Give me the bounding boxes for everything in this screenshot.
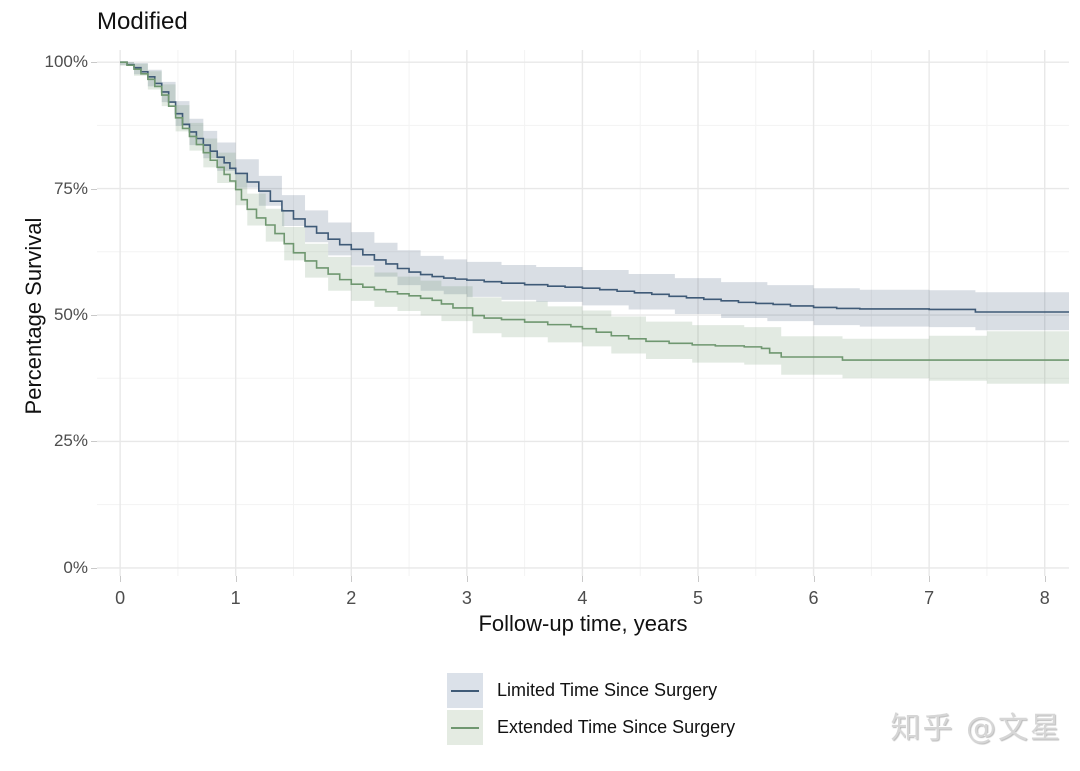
x-tick-mark xyxy=(813,576,815,582)
legend-swatch-limited xyxy=(447,673,483,708)
legend-item-extended: Extended Time Since Surgery xyxy=(447,710,735,745)
x-tick-label: 4 xyxy=(577,588,588,608)
x-tick-mark xyxy=(235,576,237,582)
x-tick-mark xyxy=(582,576,584,582)
legend-label-limited: Limited Time Since Surgery xyxy=(497,680,718,700)
x-tick-mark xyxy=(1044,576,1046,582)
y-tick-label: 100% xyxy=(44,52,88,72)
x-tick-label: 3 xyxy=(461,588,472,608)
x-tick-mark xyxy=(120,576,122,582)
y-tick-mark xyxy=(91,567,97,569)
x-tick-label: 1 xyxy=(230,588,241,608)
plot-title: Modified xyxy=(97,8,188,35)
x-axis-title: Follow-up time, years xyxy=(478,611,688,636)
x-tick-mark xyxy=(929,576,931,582)
y-tick-label: 75% xyxy=(53,178,88,198)
y-tick-label: 0% xyxy=(63,557,88,577)
legend-keyline-extended-icon xyxy=(451,726,479,729)
y-tick-mark xyxy=(91,441,97,443)
km-curves-chart xyxy=(97,50,1069,576)
x-tick-mark xyxy=(466,576,468,582)
x-tick-mark xyxy=(351,576,353,582)
y-tick-mark xyxy=(91,62,97,64)
x-tick-label: 8 xyxy=(1039,588,1050,608)
legend: Limited Time Since Surgery Extended Time… xyxy=(447,673,735,745)
y-tick-mark xyxy=(91,188,97,190)
x-tick-label: 2 xyxy=(346,588,357,608)
x-tick-label: 0 xyxy=(115,588,126,608)
watermark: 知乎 @文星 xyxy=(890,711,1062,746)
legend-item-limited: Limited Time Since Surgery xyxy=(447,673,735,708)
x-tick-label: 6 xyxy=(808,588,819,608)
y-tick-label: 50% xyxy=(53,305,88,325)
x-tick-mark xyxy=(697,576,699,582)
plot-panel xyxy=(97,50,1069,576)
y-tick-mark xyxy=(91,315,97,317)
legend-keyline-limited-icon xyxy=(451,689,479,692)
x-tick-label: 5 xyxy=(692,588,703,608)
y-tick-label: 25% xyxy=(53,431,88,451)
x-tick-label: 7 xyxy=(924,588,935,608)
legend-label-extended: Extended Time Since Surgery xyxy=(497,717,736,737)
legend-swatch-extended xyxy=(447,710,483,745)
